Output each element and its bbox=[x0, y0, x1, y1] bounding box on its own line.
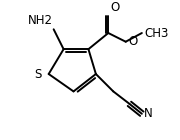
Text: NH2: NH2 bbox=[27, 14, 52, 27]
Text: S: S bbox=[35, 67, 42, 80]
Text: O: O bbox=[128, 35, 138, 48]
Text: N: N bbox=[144, 107, 153, 120]
Text: O: O bbox=[111, 1, 120, 14]
Text: CH3: CH3 bbox=[144, 26, 169, 39]
